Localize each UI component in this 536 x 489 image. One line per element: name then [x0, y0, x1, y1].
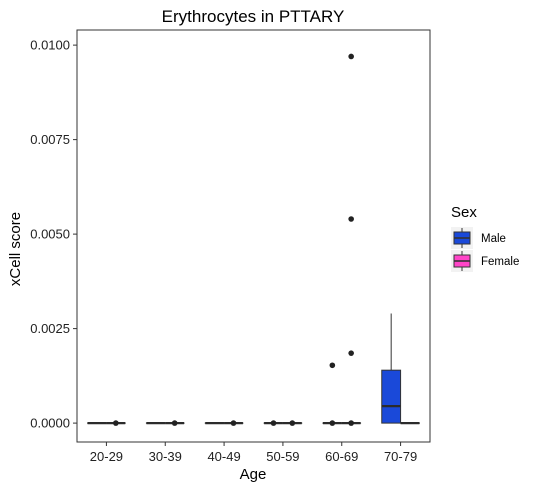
outlier-point — [113, 420, 119, 426]
legend: Sex Male Female — [451, 204, 519, 272]
x-tick-label: 70-79 — [384, 449, 417, 464]
legend-label-female: Female — [481, 256, 519, 268]
x-tick-label: 60-69 — [325, 449, 358, 464]
panel-border — [76, 29, 431, 443]
x-tick-label: 40-49 — [207, 449, 240, 464]
legend-title: Sex — [451, 204, 477, 221]
x-tick-label: 50-59 — [266, 449, 299, 464]
y-tick-label: 0.0050 — [30, 227, 70, 242]
plot-area: 0.0000 0.0025 0.0050 0.0075 0.0100 20-29 30-39… — [30, 29, 431, 464]
outlier-point — [289, 420, 296, 426]
y-tick-label: 0.0100 — [30, 38, 70, 53]
y-axis-title: xCell score — [7, 212, 24, 286]
outlier-point — [171, 420, 178, 426]
outlier-point — [230, 420, 237, 426]
y-tick-label: 0.0000 — [30, 416, 70, 431]
y-tick-label: 0.0075 — [30, 132, 70, 147]
outlier-point — [348, 350, 354, 356]
x-axis-title: Age — [240, 466, 267, 483]
y-tick-label: 0.0025 — [30, 321, 70, 336]
chart-title: Erythrocytes in PTTARY — [162, 7, 345, 26]
outlier-point — [348, 420, 354, 426]
outlier-point — [270, 420, 277, 426]
outlier-point — [348, 53, 354, 60]
x-tick-label: 20-29 — [90, 449, 123, 464]
x-tick-label: 30-39 — [149, 449, 182, 464]
legend-label-male: Male — [481, 233, 506, 245]
box-male — [381, 369, 402, 424]
outlier-point — [329, 420, 336, 426]
outlier-point — [329, 362, 336, 369]
outlier-point — [348, 216, 354, 222]
